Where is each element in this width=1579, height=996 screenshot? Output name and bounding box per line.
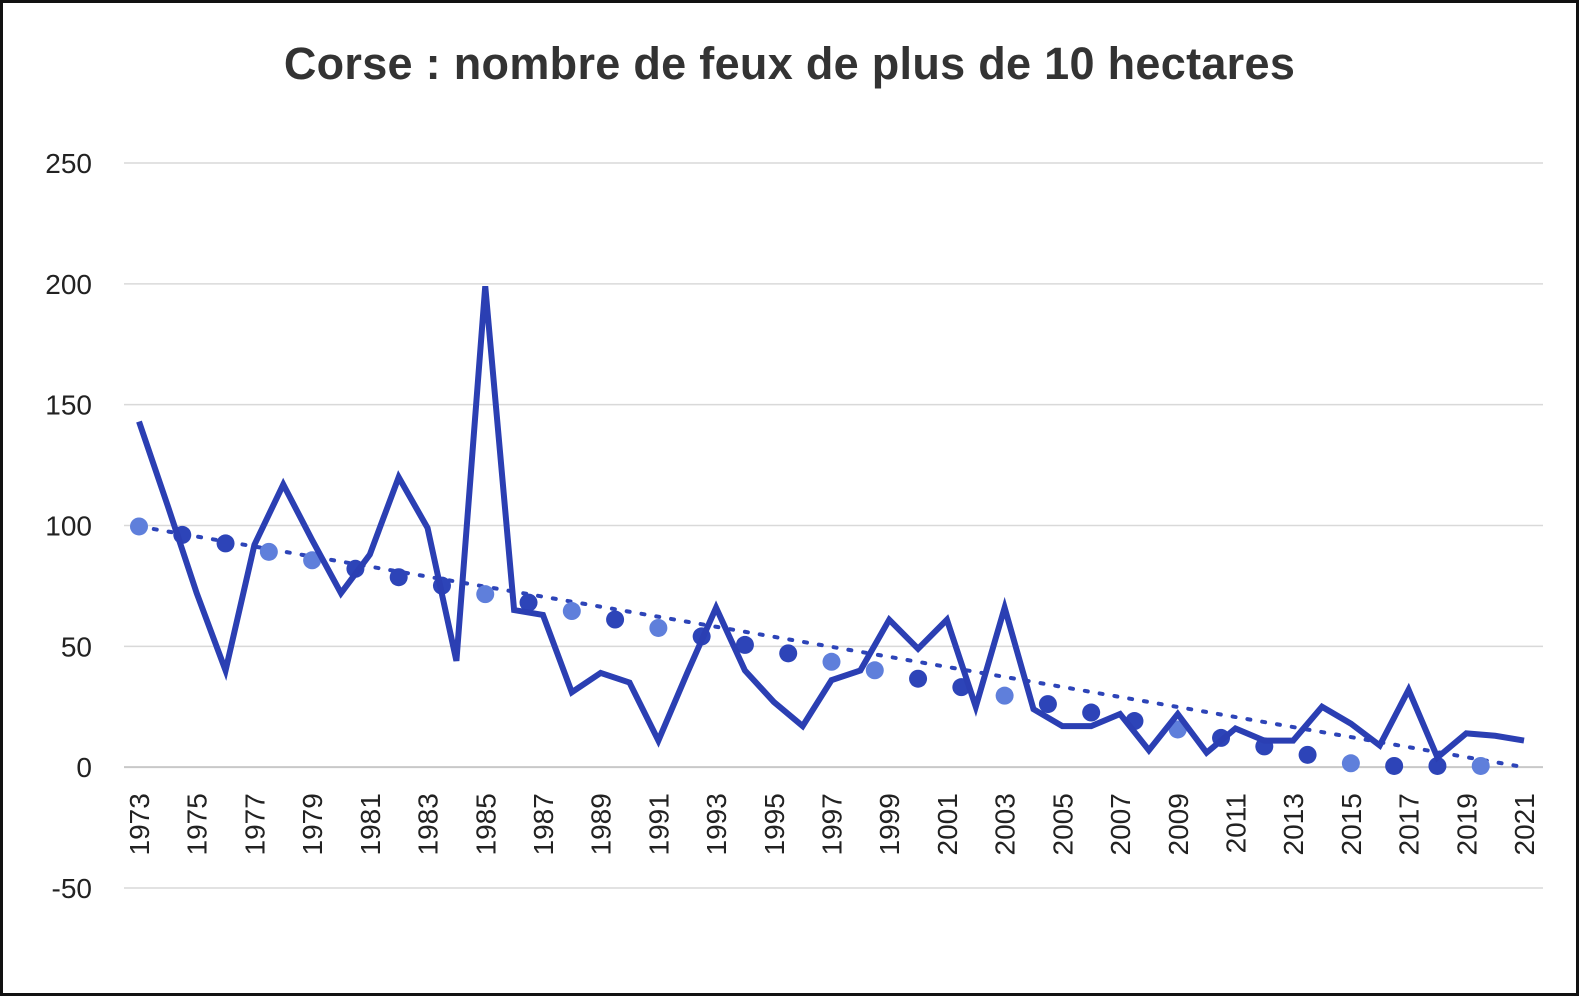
x-tick-label: 1997 xyxy=(817,793,848,855)
x-tick-label: 1993 xyxy=(701,793,732,855)
trend-point xyxy=(1298,745,1317,764)
x-tick-label: 2011 xyxy=(1220,793,1251,853)
trend-point xyxy=(562,602,581,621)
x-tick-label: 1995 xyxy=(759,793,790,855)
x-tick-label: 2019 xyxy=(1451,793,1482,855)
trend-point xyxy=(519,593,538,612)
y-tick-label: -50 xyxy=(52,873,92,904)
trend-point xyxy=(1385,756,1404,775)
x-tick-label: 1979 xyxy=(297,793,328,855)
x-tick-label: 1987 xyxy=(528,793,559,855)
trendline xyxy=(137,524,1526,770)
trend-point xyxy=(1082,703,1101,722)
trend-point xyxy=(909,669,928,688)
x-tick-label: 2005 xyxy=(1047,793,1078,855)
x-tick-label: 2007 xyxy=(1105,793,1136,855)
trend-point xyxy=(1471,756,1490,775)
x-tick-label: 2017 xyxy=(1394,793,1425,855)
series-line xyxy=(136,285,1525,763)
trend-point xyxy=(1428,756,1447,775)
trend-point xyxy=(303,551,322,570)
gridlines xyxy=(124,162,1543,889)
y-tick-label: 0 xyxy=(76,752,92,783)
trend-point xyxy=(259,542,278,561)
x-tick-label: 2013 xyxy=(1278,793,1309,855)
y-tick-label: 200 xyxy=(45,269,92,300)
x-tick-label: 1983 xyxy=(413,793,444,855)
data-series xyxy=(136,285,1525,763)
chart-title: Corse : nombre de feux de plus de 10 hec… xyxy=(283,38,1296,89)
trend-point xyxy=(735,635,754,654)
trend-point xyxy=(865,661,884,680)
y-tick-label: 100 xyxy=(45,511,92,542)
trend-point xyxy=(822,652,841,671)
trend-point xyxy=(476,585,495,604)
trend-point xyxy=(389,568,408,587)
x-tick-label: 1977 xyxy=(239,793,270,855)
trend-point xyxy=(1341,754,1360,773)
trend-point xyxy=(995,686,1014,705)
y-tick-label: 50 xyxy=(61,631,92,662)
x-tick-label: 1973 xyxy=(124,793,155,855)
trend-point xyxy=(216,534,235,553)
trend-point xyxy=(130,517,148,536)
x-tick-label: 1985 xyxy=(470,793,501,855)
trend-point xyxy=(606,610,625,629)
trendline-series xyxy=(130,517,1526,775)
trend-point xyxy=(779,644,798,663)
x-tick-label: 1991 xyxy=(643,793,674,855)
y-tick-label: 250 xyxy=(45,148,92,179)
x-tick-label: 2015 xyxy=(1336,793,1367,855)
y-axis-ticks: -50 0 50 100 150 200 250 xyxy=(45,148,92,904)
trend-point xyxy=(1038,695,1057,714)
x-tick-label: 2001 xyxy=(932,793,963,855)
x-tick-label: 2009 xyxy=(1163,793,1194,855)
x-tick-label: 2021 xyxy=(1509,793,1540,855)
x-tick-label: 1975 xyxy=(182,793,213,855)
trend-point xyxy=(649,618,668,637)
y-tick-label: 150 xyxy=(45,390,92,421)
x-tick-label: 1981 xyxy=(355,793,386,855)
x-tick-label: 1989 xyxy=(586,793,617,855)
x-tick-label: 2003 xyxy=(990,793,1021,855)
x-tick-label: 1999 xyxy=(874,793,905,855)
x-axis-ticks: 1973 1975 1977 1979 1981 1983 1985 1987 1989 1991… xyxy=(124,793,1540,855)
